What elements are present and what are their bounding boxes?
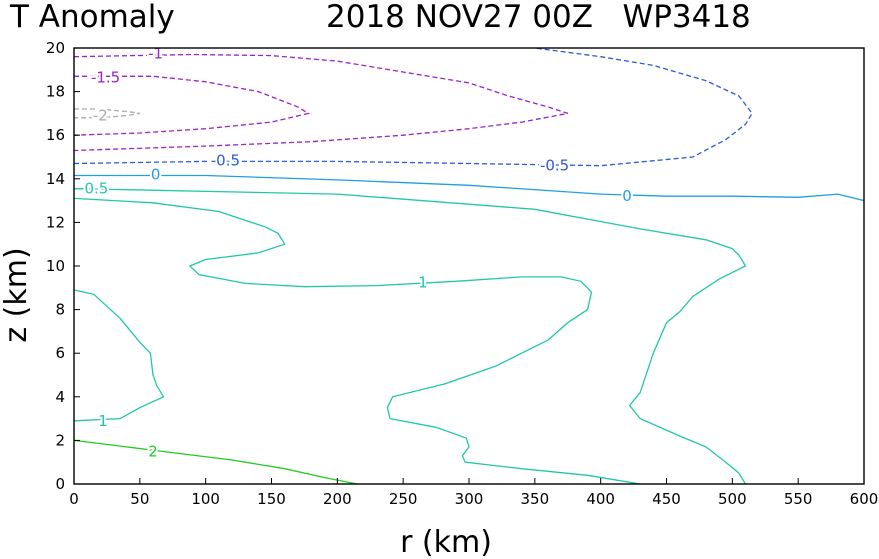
y-tick-label-2: 4 (55, 388, 65, 406)
y-axis-title: z (km) (0, 247, 34, 342)
contour-1-label-0: 1 (98, 412, 108, 430)
contour-0p5-label-0: 0.5 (84, 180, 108, 198)
y-tick-label-10: 20 (46, 39, 65, 57)
y-tick-label-3: 6 (55, 344, 65, 362)
contour-lines (73, 47, 865, 485)
contour-0-label-1: 0 (622, 187, 632, 205)
x-axis: 0 50 100 150 200 250 300 350 400 450 500 550 600 (69, 478, 878, 508)
contour-m0p5-label-0: -0.5 (211, 151, 240, 169)
contour-m0p5-label-1: -0.5 (540, 157, 569, 175)
x-tick-label-3: 150 (257, 490, 286, 508)
contour-m2-line-0 (74, 108, 140, 119)
chart-title-left: T Anomaly (9, 0, 175, 35)
y-tick-label-1: 2 (55, 431, 65, 449)
y-tick-label-7: 14 (46, 170, 65, 188)
x-tick-label-12: 600 (850, 490, 879, 508)
y-tick-label-0: 0 (55, 475, 65, 493)
contour-m1-label-0: -1 (148, 44, 163, 62)
x-tick-label-9: 450 (652, 490, 681, 508)
x-tick-label-4: 200 (323, 490, 352, 508)
x-tick-label-2: 100 (191, 490, 220, 508)
x-tick-label-7: 350 (521, 490, 550, 508)
x-tick-label-6: 300 (455, 490, 484, 508)
chart-title-right: 2018 NOV27 00Z WP3418 (326, 0, 751, 35)
x-tick-label-0: 0 (69, 490, 79, 508)
x-tick-label-10: 500 (718, 490, 747, 508)
contour-m1p5-label-0: -1.5 (91, 68, 120, 86)
contour-1-label-1: 1 (418, 273, 428, 291)
x-tick-label-11: 550 (784, 490, 813, 508)
y-tick-label-5: 10 (46, 257, 65, 275)
contour-2-line-0 (73, 439, 358, 485)
contour-labels: 2 1 1 0.5 0 0 -0.5 -0.5 -1 -1.5 -2 (82, 42, 633, 462)
x-axis-title: r (km) (400, 525, 492, 559)
contour-m1-line-0 (73, 53, 569, 152)
contour-1-line-1 (73, 197, 641, 485)
contour-0-line-0 (74, 174, 865, 202)
y-tick-label-4: 8 (55, 301, 65, 319)
y-tick-label-9: 18 (46, 83, 65, 101)
contour-1-line-0 (73, 289, 165, 422)
contour-m0p5-line-0 (73, 47, 753, 167)
contour-2-label-0: 2 (148, 442, 158, 460)
y-axis: 0 2 4 6 8 10 12 14 16 18 20 (46, 39, 80, 493)
contour-m2-label-0: -2 (93, 107, 108, 125)
contour-m1p5-line-0 (73, 75, 311, 136)
y-tick-label-8: 16 (46, 126, 65, 144)
y-tick-label-6: 12 (46, 213, 65, 231)
contour-1-line-2 (73, 187, 747, 485)
x-tick-label-8: 400 (586, 490, 615, 508)
x-tick-label-1: 50 (130, 490, 149, 508)
x-tick-label-5: 250 (389, 490, 418, 508)
contour-0-label-0: 0 (151, 165, 161, 183)
